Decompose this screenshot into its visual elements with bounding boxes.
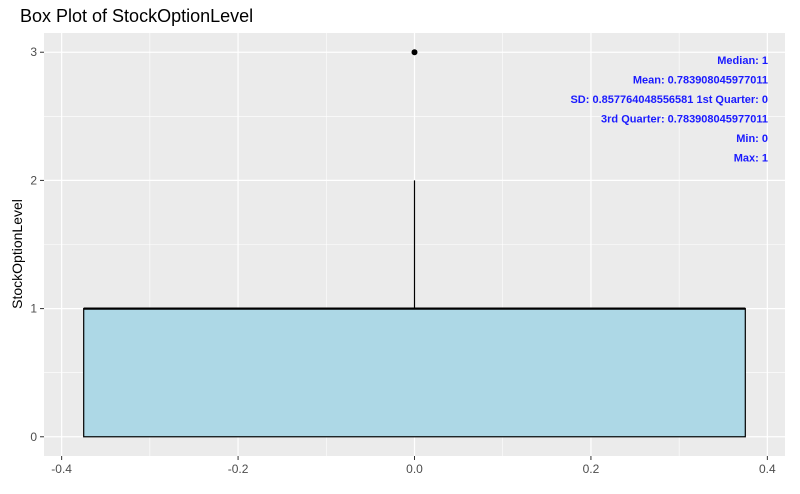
stat-annotation: Mean: 0.783908045977011 <box>633 75 768 87</box>
box-plot-marks <box>83 49 746 438</box>
y-axis-title: StockOptionLevel <box>9 199 25 309</box>
chart-title: Box Plot of StockOptionLevel <box>20 6 253 26</box>
stat-annotation: Min: 0 <box>736 133 768 145</box>
y-tick-label: 2 <box>30 173 37 187</box>
stat-annotation: Max: 1 <box>734 153 768 165</box>
x-tick-label: -0.4 <box>51 462 72 476</box>
x-tick-label: 0.2 <box>583 462 600 476</box>
stat-annotation: 3rd Quarter: 0.783908045977011 <box>601 114 768 126</box>
stat-annotation: Median: 1 <box>717 55 768 67</box>
x-tick-label: 0.0 <box>406 462 423 476</box>
stat-annotation: SD: 0.857764048556581 1st Quarter: 0 <box>570 94 768 106</box>
stats-annotations: Median: 1 Mean: 0.783908045977011 SD: 0.85… <box>570 55 768 165</box>
x-axis-ticks: -0.4 -0.2 0.0 0.2 0.4 <box>51 456 776 476</box>
outlier-point <box>411 49 418 56</box>
y-tick-label: 0 <box>30 430 37 444</box>
y-axis-ticks: 0 1 2 3 <box>30 45 44 444</box>
x-tick-label: -0.2 <box>228 462 249 476</box>
y-tick-label: 3 <box>30 45 37 59</box>
y-tick-label: 1 <box>30 302 37 316</box>
box-iqr <box>83 307 746 438</box>
x-tick-label: 0.4 <box>759 462 776 476</box>
